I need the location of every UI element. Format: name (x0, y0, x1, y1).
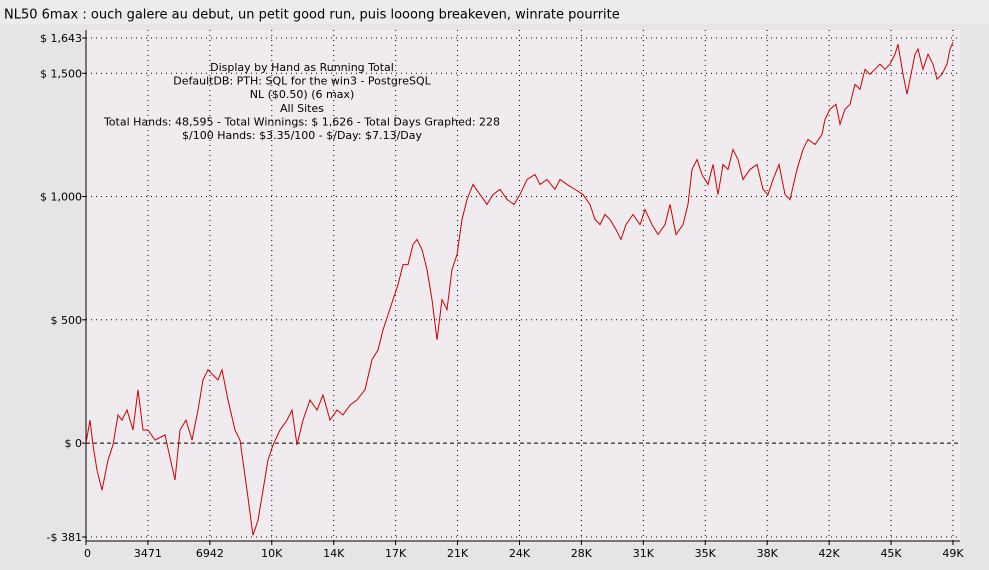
x-tick-label: 38K (757, 547, 779, 560)
y-tick-label: $ 1,500 (40, 67, 82, 80)
x-tick-label: 42K (819, 547, 841, 560)
annotation: Total Hands: 48,595 - Total Winnings: $ … (103, 115, 500, 128)
x-tick-label: 31K (633, 547, 655, 560)
y-tick-label: $ 500 (51, 314, 83, 327)
x-tick-label: 24K (509, 547, 531, 560)
data-line (85, 41, 954, 536)
x-tick-label: 49K (942, 547, 964, 560)
x-tick-label: 14K (323, 547, 345, 560)
x-tick-label: 21K (447, 547, 469, 560)
y-tick-label: $ 1,643 (40, 32, 82, 45)
y-tick-label: $ 1,000 (40, 191, 82, 204)
y-tick-label: -$ 381 (47, 531, 82, 544)
annotation: Display by Hand as Running Total (210, 61, 394, 74)
chart-title: NL50 6max : ouch galere au debut, un pet… (4, 8, 620, 23)
x-tick-label: 10K (261, 547, 283, 560)
annotation: All Sites (280, 102, 324, 115)
y-tick-label: $ 0 (65, 437, 83, 450)
annotation: NL ($0.50) (6 max) (250, 88, 354, 101)
x-tick-label: 28K (571, 547, 593, 560)
x-tick-label: 0 (84, 547, 91, 560)
x-tick-label: 17K (385, 547, 407, 560)
x-tick-label: 6942 (196, 547, 224, 560)
annotation: DefaultDB: PTH: SQL for the win3 - Postg… (173, 75, 431, 88)
x-tick-label: 35K (695, 547, 717, 560)
annotation: $/100 Hands: $3.35/100 - $/Day: $7.13/Da… (182, 129, 422, 142)
title-bar (0, 0, 989, 24)
x-tick-label: 45K (880, 547, 902, 560)
plot-area (86, 30, 960, 541)
x-tick-label: 3471 (134, 547, 162, 560)
